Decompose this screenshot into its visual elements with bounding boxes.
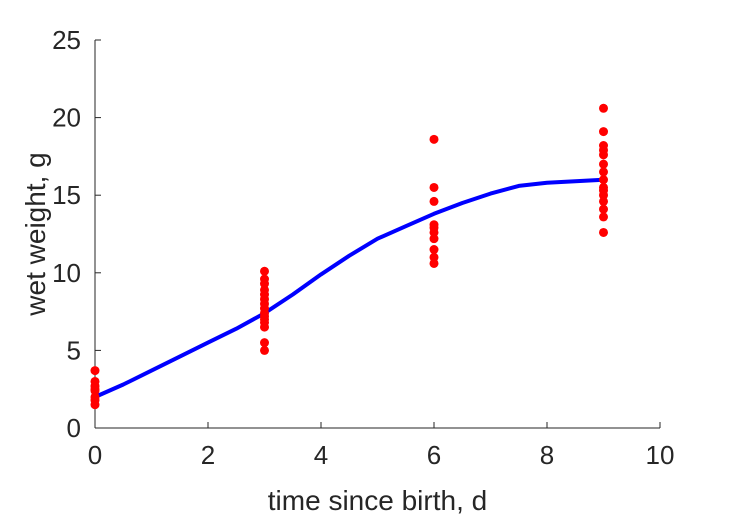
- data-point: [429, 196, 439, 206]
- fit-curve-series: [93, 177, 606, 399]
- data-point: [90, 386, 100, 396]
- data-point: [429, 252, 439, 262]
- data-point: [599, 196, 608, 206]
- y-tick-label: 25: [52, 25, 81, 55]
- y-tick-label: 0: [67, 413, 81, 443]
- data-point: [90, 400, 100, 410]
- data-point: [429, 223, 439, 233]
- y-axis-label: wet weight, g: [20, 152, 51, 316]
- data-point: [90, 366, 100, 376]
- data-point: [429, 134, 439, 144]
- axes: 0 2 4 6 8 10 0 5 10 15 20 25: [52, 25, 674, 470]
- y-tick-label: 20: [52, 103, 81, 133]
- data-point: [260, 322, 269, 332]
- data-point: [599, 127, 608, 137]
- data-point: [429, 245, 439, 255]
- x-axis-label: time since birth, d: [268, 485, 487, 516]
- y-tick-label: 15: [52, 180, 81, 210]
- data-point: [260, 279, 269, 289]
- data-point: [599, 204, 608, 214]
- data-point: [429, 182, 439, 192]
- x-tick-label: 2: [201, 440, 215, 470]
- data-point: [599, 186, 608, 196]
- x-tick-label: 10: [646, 440, 675, 470]
- observation-points-series: [90, 103, 608, 410]
- data-point: [599, 103, 608, 113]
- y-tick-label: 10: [52, 258, 81, 288]
- data-point: [599, 227, 608, 237]
- x-tick-label: 4: [314, 440, 328, 470]
- data-point: [429, 258, 439, 268]
- data-point: [599, 175, 608, 185]
- x-tick-label: 0: [88, 440, 102, 470]
- data-point: [599, 167, 608, 177]
- data-point: [599, 145, 608, 155]
- data-point: [260, 345, 269, 355]
- data-point: [599, 159, 608, 169]
- x-tick-label: 8: [540, 440, 554, 470]
- x-tick-label: 6: [427, 440, 441, 470]
- data-point: [429, 234, 439, 244]
- fit-curve-line: [93, 177, 606, 399]
- data-point: [260, 266, 269, 276]
- y-tick-label: 5: [67, 335, 81, 365]
- data-point: [599, 212, 608, 222]
- data-point: [260, 338, 269, 348]
